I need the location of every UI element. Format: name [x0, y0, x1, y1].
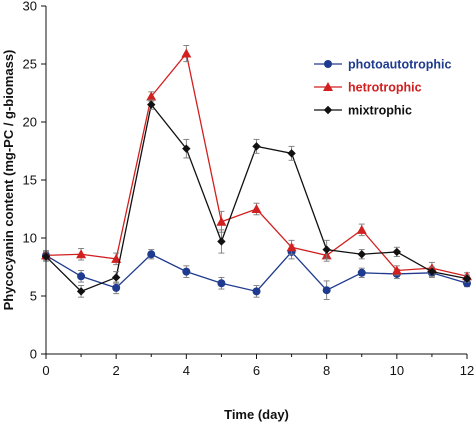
data-point — [286, 242, 297, 252]
legend-entry-mixtrophic: mixtrophic — [314, 104, 412, 118]
legend-label: photoautotrophic — [348, 58, 451, 72]
x-axis-title: Time (day) — [224, 407, 289, 422]
y-tick-label: 5 — [30, 289, 37, 304]
data-point — [427, 267, 437, 276]
data-point — [252, 287, 261, 296]
data-point — [217, 237, 226, 246]
y-tick-label: 30 — [23, 0, 37, 14]
y-tick-label: 10 — [23, 231, 37, 246]
series-hetrotrophic — [41, 44, 472, 281]
data-point — [182, 267, 191, 276]
legend: photoautotrophic hetrotrophic mixtrophic — [314, 58, 451, 118]
data-point — [251, 204, 262, 213]
data-point — [147, 100, 156, 109]
x-tick-label: 12 — [460, 363, 474, 378]
data-point — [287, 149, 296, 158]
data-point — [357, 250, 366, 259]
legend-marker — [323, 82, 333, 91]
data-point — [147, 250, 156, 259]
x-tick-label: 4 — [183, 363, 190, 378]
data-point — [181, 48, 192, 58]
data-point — [391, 265, 402, 275]
data-point — [77, 272, 86, 281]
data-point — [322, 286, 331, 295]
data-point — [356, 224, 367, 234]
legend-label: hetrotrophic — [348, 81, 422, 95]
data-point — [322, 245, 331, 254]
legend-marker — [323, 105, 333, 115]
data-point — [111, 273, 121, 282]
data-point — [76, 287, 86, 296]
x-tick-label: 2 — [113, 363, 120, 378]
x-tick-label: 0 — [42, 363, 49, 378]
y-tick-label: 25 — [23, 57, 37, 72]
y-tick-label: 20 — [23, 115, 37, 130]
data-point — [357, 268, 366, 277]
legend-label: mixtrophic — [348, 104, 412, 118]
y-axis-title: Phycocyanin content (mg-PC / g-biomass) — [1, 50, 16, 311]
data-point — [217, 279, 226, 288]
data-point — [463, 279, 471, 288]
data-point — [462, 274, 472, 283]
data-point — [182, 144, 191, 153]
y-tick-label: 15 — [23, 173, 37, 188]
plot-area — [41, 44, 472, 300]
x-tick-label: 8 — [323, 363, 330, 378]
data-point — [216, 216, 227, 226]
series-photoautotrophic — [42, 244, 471, 300]
data-point — [252, 142, 261, 151]
x-tick-label: 10 — [390, 363, 404, 378]
x-tick-label: 6 — [253, 363, 260, 378]
data-point — [392, 247, 402, 257]
series-mixtrophic — [41, 99, 472, 298]
series-line — [45, 103, 468, 293]
data-point — [76, 249, 87, 259]
y-tick-label: 0 — [30, 347, 37, 362]
legend-entry-hetrotrophic: hetrotrophic — [314, 81, 422, 95]
legend-marker — [324, 60, 332, 68]
data-point — [111, 253, 122, 263]
legend-entry-photoautotrophic: photoautotrophic — [314, 58, 451, 72]
data-point — [112, 283, 121, 292]
data-point — [146, 91, 157, 101]
